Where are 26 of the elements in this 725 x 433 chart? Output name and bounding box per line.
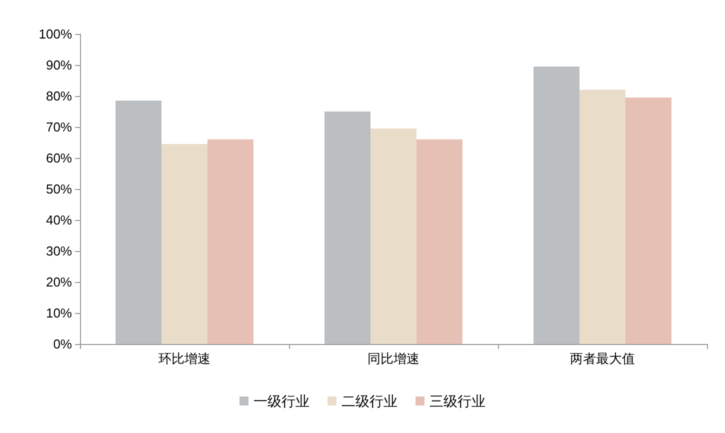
y-tick-label: 20% [46,274,72,290]
y-tick-label: 30% [46,244,72,258]
bar [534,66,580,344]
bar [162,144,208,344]
bar [324,112,371,344]
x-tick-label: 两者最大值 [570,351,635,366]
y-tick-label: 40% [46,212,72,228]
bar [625,98,672,344]
bar [116,100,162,344]
x-tick-label: 同比增速 [368,351,420,366]
legend-label: 三级行业 [430,393,486,409]
x-tick-label: 环比增速 [158,351,210,366]
y-tick-label: 10% [46,306,72,320]
y-tick-label: 0% [53,336,72,352]
y-tick-label: 80% [46,88,72,104]
legend-label: 二级行业 [342,393,398,409]
legend-label: 一级行业 [254,393,310,409]
y-tick-label: 100% [38,26,72,42]
bar [580,90,626,344]
bar [370,128,416,344]
y-tick-label: 70% [46,120,72,134]
bar [207,139,254,344]
y-tick-label: 50% [46,182,72,196]
y-tick-label: 60% [46,150,72,166]
bar [416,139,462,344]
y-tick-label: 90% [46,58,72,72]
